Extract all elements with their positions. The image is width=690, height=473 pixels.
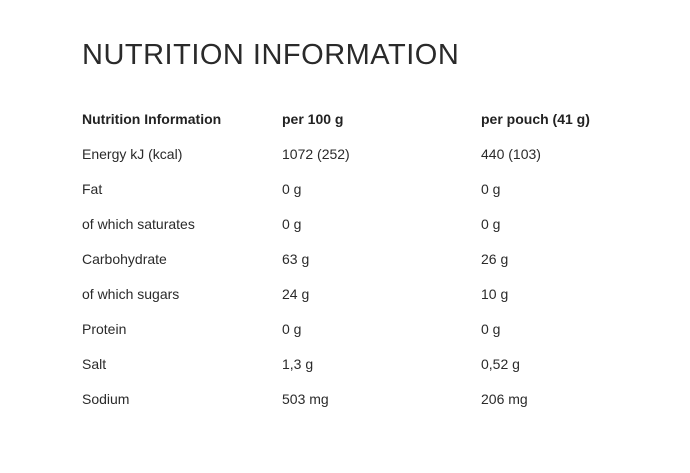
header-per-pouch: per pouch (41 g) (481, 110, 590, 127)
table-row: of which sugars 24 g 10 g (82, 276, 631, 311)
value-per-pouch: 0 g (481, 215, 501, 232)
nutrient-name: of which sugars (82, 285, 180, 302)
value-per-100g: 0 g (282, 215, 302, 232)
nutrient-name: of which saturates (82, 215, 195, 232)
value-per-100g: 503 mg (282, 390, 329, 407)
header-per-100g: per 100 g (282, 110, 344, 127)
value-per-pouch: 0,52 g (481, 355, 520, 372)
value-per-100g: 1072 (252) (282, 145, 350, 162)
value-per-pouch: 10 g (481, 285, 509, 302)
table-row: Sodium 503 mg 206 mg (82, 381, 631, 416)
value-per-100g: 0 g (282, 320, 302, 337)
table-row: Carbohydrate 63 g 26 g (82, 241, 631, 276)
nutrient-name: Fat (82, 180, 103, 197)
value-per-pouch: 26 g (481, 250, 509, 267)
value-per-100g: 63 g (282, 250, 310, 267)
value-per-pouch: 206 mg (481, 390, 528, 407)
nutrient-name: Protein (82, 320, 127, 337)
nutrition-table: Nutrition Information per 100 g per pouc… (82, 101, 631, 416)
value-per-100g: 1,3 g (282, 355, 314, 372)
value-per-pouch: 0 g (481, 180, 501, 197)
value-per-pouch: 0 g (481, 320, 501, 337)
table-row: Salt 1,3 g 0,52 g (82, 346, 631, 381)
value-per-pouch: 440 (103) (481, 145, 541, 162)
nutrient-name: Energy kJ (kcal) (82, 145, 183, 162)
nutrient-name: Sodium (82, 390, 130, 407)
table-row: Energy kJ (kcal) 1072 (252) 440 (103) (82, 136, 631, 171)
table-row: of which saturates 0 g 0 g (82, 206, 631, 241)
value-per-100g: 24 g (282, 285, 310, 302)
table-row: Fat 0 g 0 g (82, 171, 631, 206)
table-header-row: Nutrition Information per 100 g per pouc… (82, 101, 631, 136)
header-nutrient: Nutrition Information (82, 110, 222, 127)
table-row: Protein 0 g 0 g (82, 311, 631, 346)
page-title: NUTRITION INFORMATION (82, 39, 460, 71)
nutrient-name: Salt (82, 355, 107, 372)
nutrient-name: Carbohydrate (82, 250, 167, 267)
value-per-100g: 0 g (282, 180, 302, 197)
